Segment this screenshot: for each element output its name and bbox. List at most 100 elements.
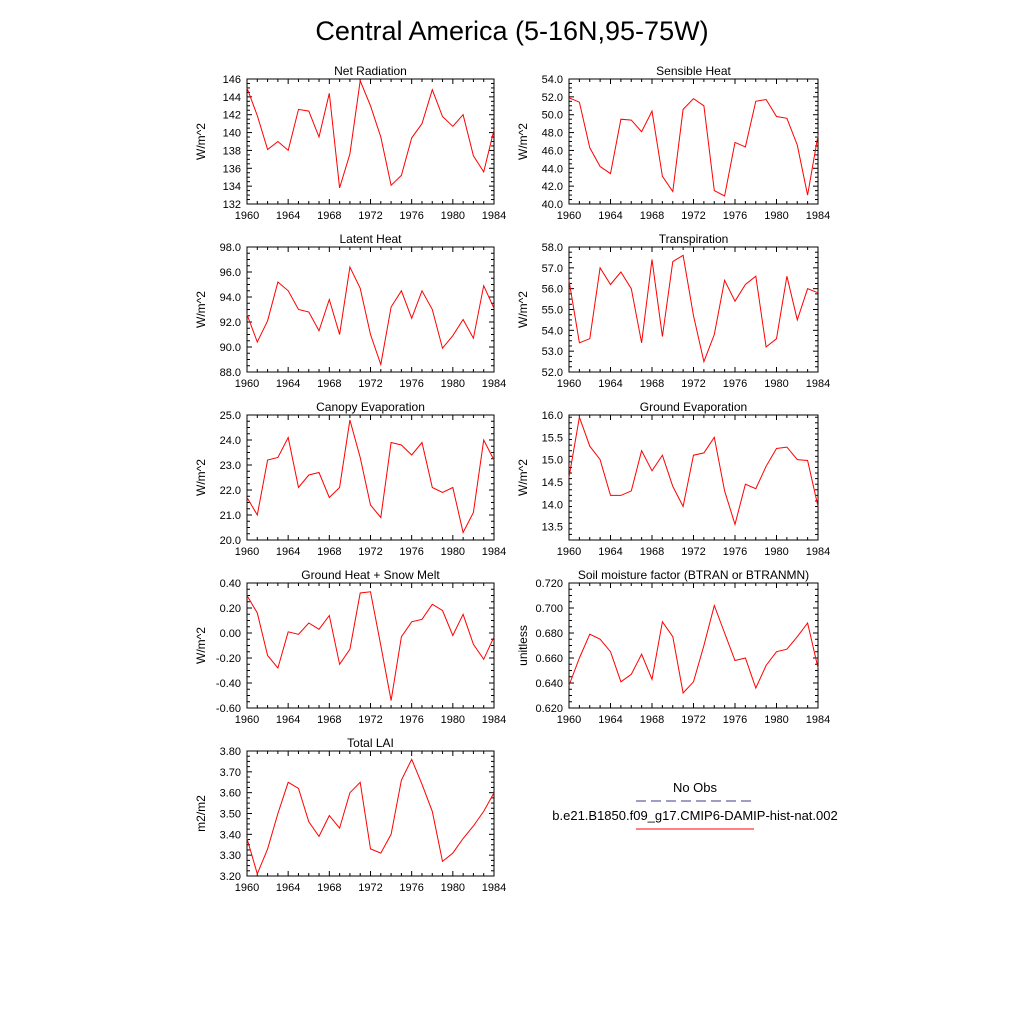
x-tick-label: 1976 (723, 546, 747, 558)
panel-8: Total LAI m2/m2 1960 1964 1968 1972 1976 1980 19… (194, 736, 506, 894)
panel-title: Canopy Evaporation (316, 400, 425, 414)
y-tick-label: 40.0 (542, 199, 563, 211)
x-tick-label: 1980 (764, 546, 788, 558)
x-tick-label: 1980 (441, 714, 465, 726)
y-tick-label: 23.0 (220, 460, 241, 472)
x-tick-label: 1984 (806, 714, 830, 726)
series-line-0 (246, 265, 495, 367)
x-tick-label: 1984 (806, 546, 830, 558)
x-tick-label: 1972 (358, 378, 382, 390)
x-tick-label: 1964 (598, 210, 622, 222)
panel-4: Canopy Evaporation W/m^2 1960 1964 1968 1972 1… (194, 400, 506, 558)
plot-frame (568, 582, 819, 709)
plot-frame (246, 246, 495, 373)
x-tick-label: 1972 (358, 210, 382, 222)
y-tick-label: 3.50 (220, 809, 241, 821)
y-tick-label: 15.0 (542, 455, 563, 467)
y-tick-label: 14.0 (542, 499, 563, 511)
panel-1: Sensible Heat W/m^2 1960 1964 1968 1972 1976 19… (516, 64, 830, 222)
x-tick-label: 1960 (235, 882, 259, 894)
panel-title: Net Radiation (334, 64, 407, 78)
y-tick-label: 0.700 (535, 603, 563, 615)
x-tick-label: 1964 (276, 714, 300, 726)
y-tick-label: 56.0 (542, 284, 563, 296)
x-tick-label: 1964 (276, 882, 300, 894)
y-tick-label: 146 (223, 74, 241, 86)
plot-frame (246, 78, 495, 205)
y-tick-label: 138 (223, 145, 241, 157)
x-tick-label: 1964 (276, 210, 300, 222)
x-tick-label: 1968 (640, 546, 664, 558)
y-axis-label: unitless (516, 625, 530, 666)
x-tick-label: 1976 (399, 378, 423, 390)
plot-frame (568, 246, 819, 373)
x-tick-label: 1972 (358, 546, 382, 558)
y-tick-label: 15.5 (542, 432, 563, 444)
y-tick-label: 132 (223, 199, 241, 211)
y-tick-label: 90.0 (220, 342, 241, 354)
y-tick-label: 53.0 (542, 346, 563, 358)
x-tick-label: 1960 (557, 378, 581, 390)
y-tick-label: 13.5 (542, 522, 563, 534)
y-tick-label: 98.0 (220, 242, 241, 254)
x-tick-label: 1972 (358, 714, 382, 726)
y-tick-label: 140 (223, 128, 241, 140)
panel-title: Total LAI (347, 736, 394, 750)
series-line-0 (568, 603, 819, 695)
y-tick-label: 136 (223, 163, 241, 175)
panel-title: Latent Heat (339, 232, 402, 246)
y-tick-label: 58.0 (542, 242, 563, 254)
x-tick-label: 1960 (557, 714, 581, 726)
x-tick-label: 1984 (482, 882, 506, 894)
y-tick-label: 144 (223, 92, 241, 104)
x-tick-label: 1980 (764, 378, 788, 390)
x-tick-label: 1960 (557, 210, 581, 222)
plot-frame (568, 414, 819, 541)
x-tick-label: 1980 (441, 210, 465, 222)
x-tick-label: 1960 (235, 546, 259, 558)
panels: Net Radiation W/m^2 1960 1964 1968 1972 1976 19… (194, 64, 830, 894)
panel-title: Soil moisture factor (BTRAN or BTRANMN) (578, 568, 809, 582)
x-tick-label: 1960 (235, 378, 259, 390)
legend: No Obs b.e21.B1850.f09_g17.CMIP6-DAMIP-h… (552, 780, 838, 830)
x-tick-label: 1976 (399, 210, 423, 222)
x-tick-label: 1980 (764, 210, 788, 222)
y-tick-label: 3.40 (220, 829, 241, 841)
y-tick-label: 52.0 (542, 92, 563, 104)
x-tick-label: 1964 (276, 378, 300, 390)
x-tick-label: 1972 (681, 546, 705, 558)
series-line-0 (246, 758, 495, 876)
x-tick-label: 1964 (598, 378, 622, 390)
panel-3: Transpiration W/m^2 1960 1964 1968 1972 1976 19… (516, 232, 830, 390)
x-tick-label: 1960 (235, 714, 259, 726)
x-tick-label: 1984 (482, 546, 506, 558)
x-tick-label: 1968 (317, 714, 341, 726)
x-tick-label: 1976 (723, 714, 747, 726)
series-line-0 (568, 415, 819, 527)
y-tick-label: 96.0 (220, 267, 241, 279)
y-axis-label: W/m^2 (194, 123, 208, 160)
y-tick-label: 48.0 (542, 128, 563, 140)
x-tick-label: 1972 (681, 378, 705, 390)
y-tick-label: 0.720 (535, 578, 563, 590)
y-tick-label: 52.0 (542, 367, 563, 379)
series-line-0 (246, 591, 495, 701)
x-tick-label: 1976 (399, 714, 423, 726)
y-tick-label: 3.20 (220, 871, 241, 883)
x-tick-label: 1976 (399, 546, 423, 558)
panel-6: Ground Heat + Snow Melt W/m^2 1960 1964 1968… (194, 568, 506, 726)
x-tick-label: 1980 (764, 714, 788, 726)
y-tick-label: 22.0 (220, 485, 241, 497)
x-tick-label: 1972 (681, 714, 705, 726)
y-axis-label: W/m^2 (194, 627, 208, 664)
y-tick-label: 24.0 (220, 435, 241, 447)
series-line-0 (246, 78, 495, 189)
y-tick-label: 0.640 (535, 678, 563, 690)
y-tick-label: 25.0 (220, 410, 241, 422)
y-tick-label: 14.5 (542, 477, 563, 489)
y-tick-label: 50.0 (542, 110, 563, 122)
y-tick-label: 57.0 (542, 263, 563, 275)
y-tick-label: 42.0 (542, 181, 563, 193)
y-tick-label: 3.60 (220, 788, 241, 800)
